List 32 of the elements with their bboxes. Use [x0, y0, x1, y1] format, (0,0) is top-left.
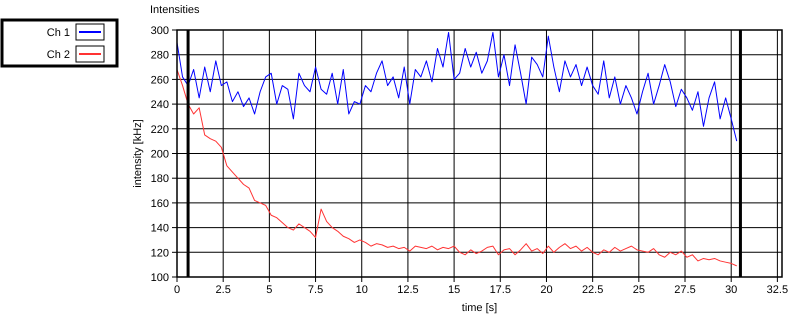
y-axis-title: intensity [kHz] — [132, 119, 144, 188]
x-tick-label: 7.5 — [308, 284, 324, 296]
x-tick-label: 2.5 — [216, 284, 231, 296]
x-tick-label: 30 — [725, 284, 738, 296]
x-tick-label: 15 — [448, 284, 460, 296]
x-axis-title: time [s] — [462, 302, 498, 314]
y-tick-label: 120 — [150, 247, 169, 260]
x-tick-label: 10 — [356, 284, 368, 296]
y-tick-label: 200 — [150, 148, 169, 160]
line-series — [176, 69, 738, 266]
line-series — [176, 32, 738, 142]
x-tick-label: 5 — [266, 284, 272, 296]
x-tick-label: 20 — [540, 284, 553, 296]
y-tick-label: 220 — [150, 124, 169, 136]
y-tick-label: 100 — [150, 272, 169, 284]
y-tick-label: 140 — [150, 222, 169, 235]
x-tick-label: 25 — [632, 284, 645, 296]
y-tick-label: 240 — [150, 99, 169, 112]
y-tick-label: 300 — [150, 25, 169, 37]
y-tick-label: 180 — [150, 173, 169, 186]
legend-label: Ch 1 — [46, 27, 70, 39]
y-tick-label: 160 — [150, 198, 169, 210]
x-tick-label: 17.5 — [490, 284, 511, 296]
x-tick-label: 0 — [174, 284, 180, 296]
x-tick-label: 32.5 — [766, 284, 788, 296]
x-tick-label: 27.5 — [674, 284, 696, 296]
x-tick-label: 12.5 — [397, 284, 419, 296]
y-tick-label: 280 — [150, 50, 169, 62]
x-tick-label: 22.5 — [582, 284, 604, 296]
y-tick-label: 260 — [150, 74, 169, 86]
legend-label: Ch 2 — [46, 49, 70, 61]
chart-title: Intensities — [150, 4, 200, 16]
